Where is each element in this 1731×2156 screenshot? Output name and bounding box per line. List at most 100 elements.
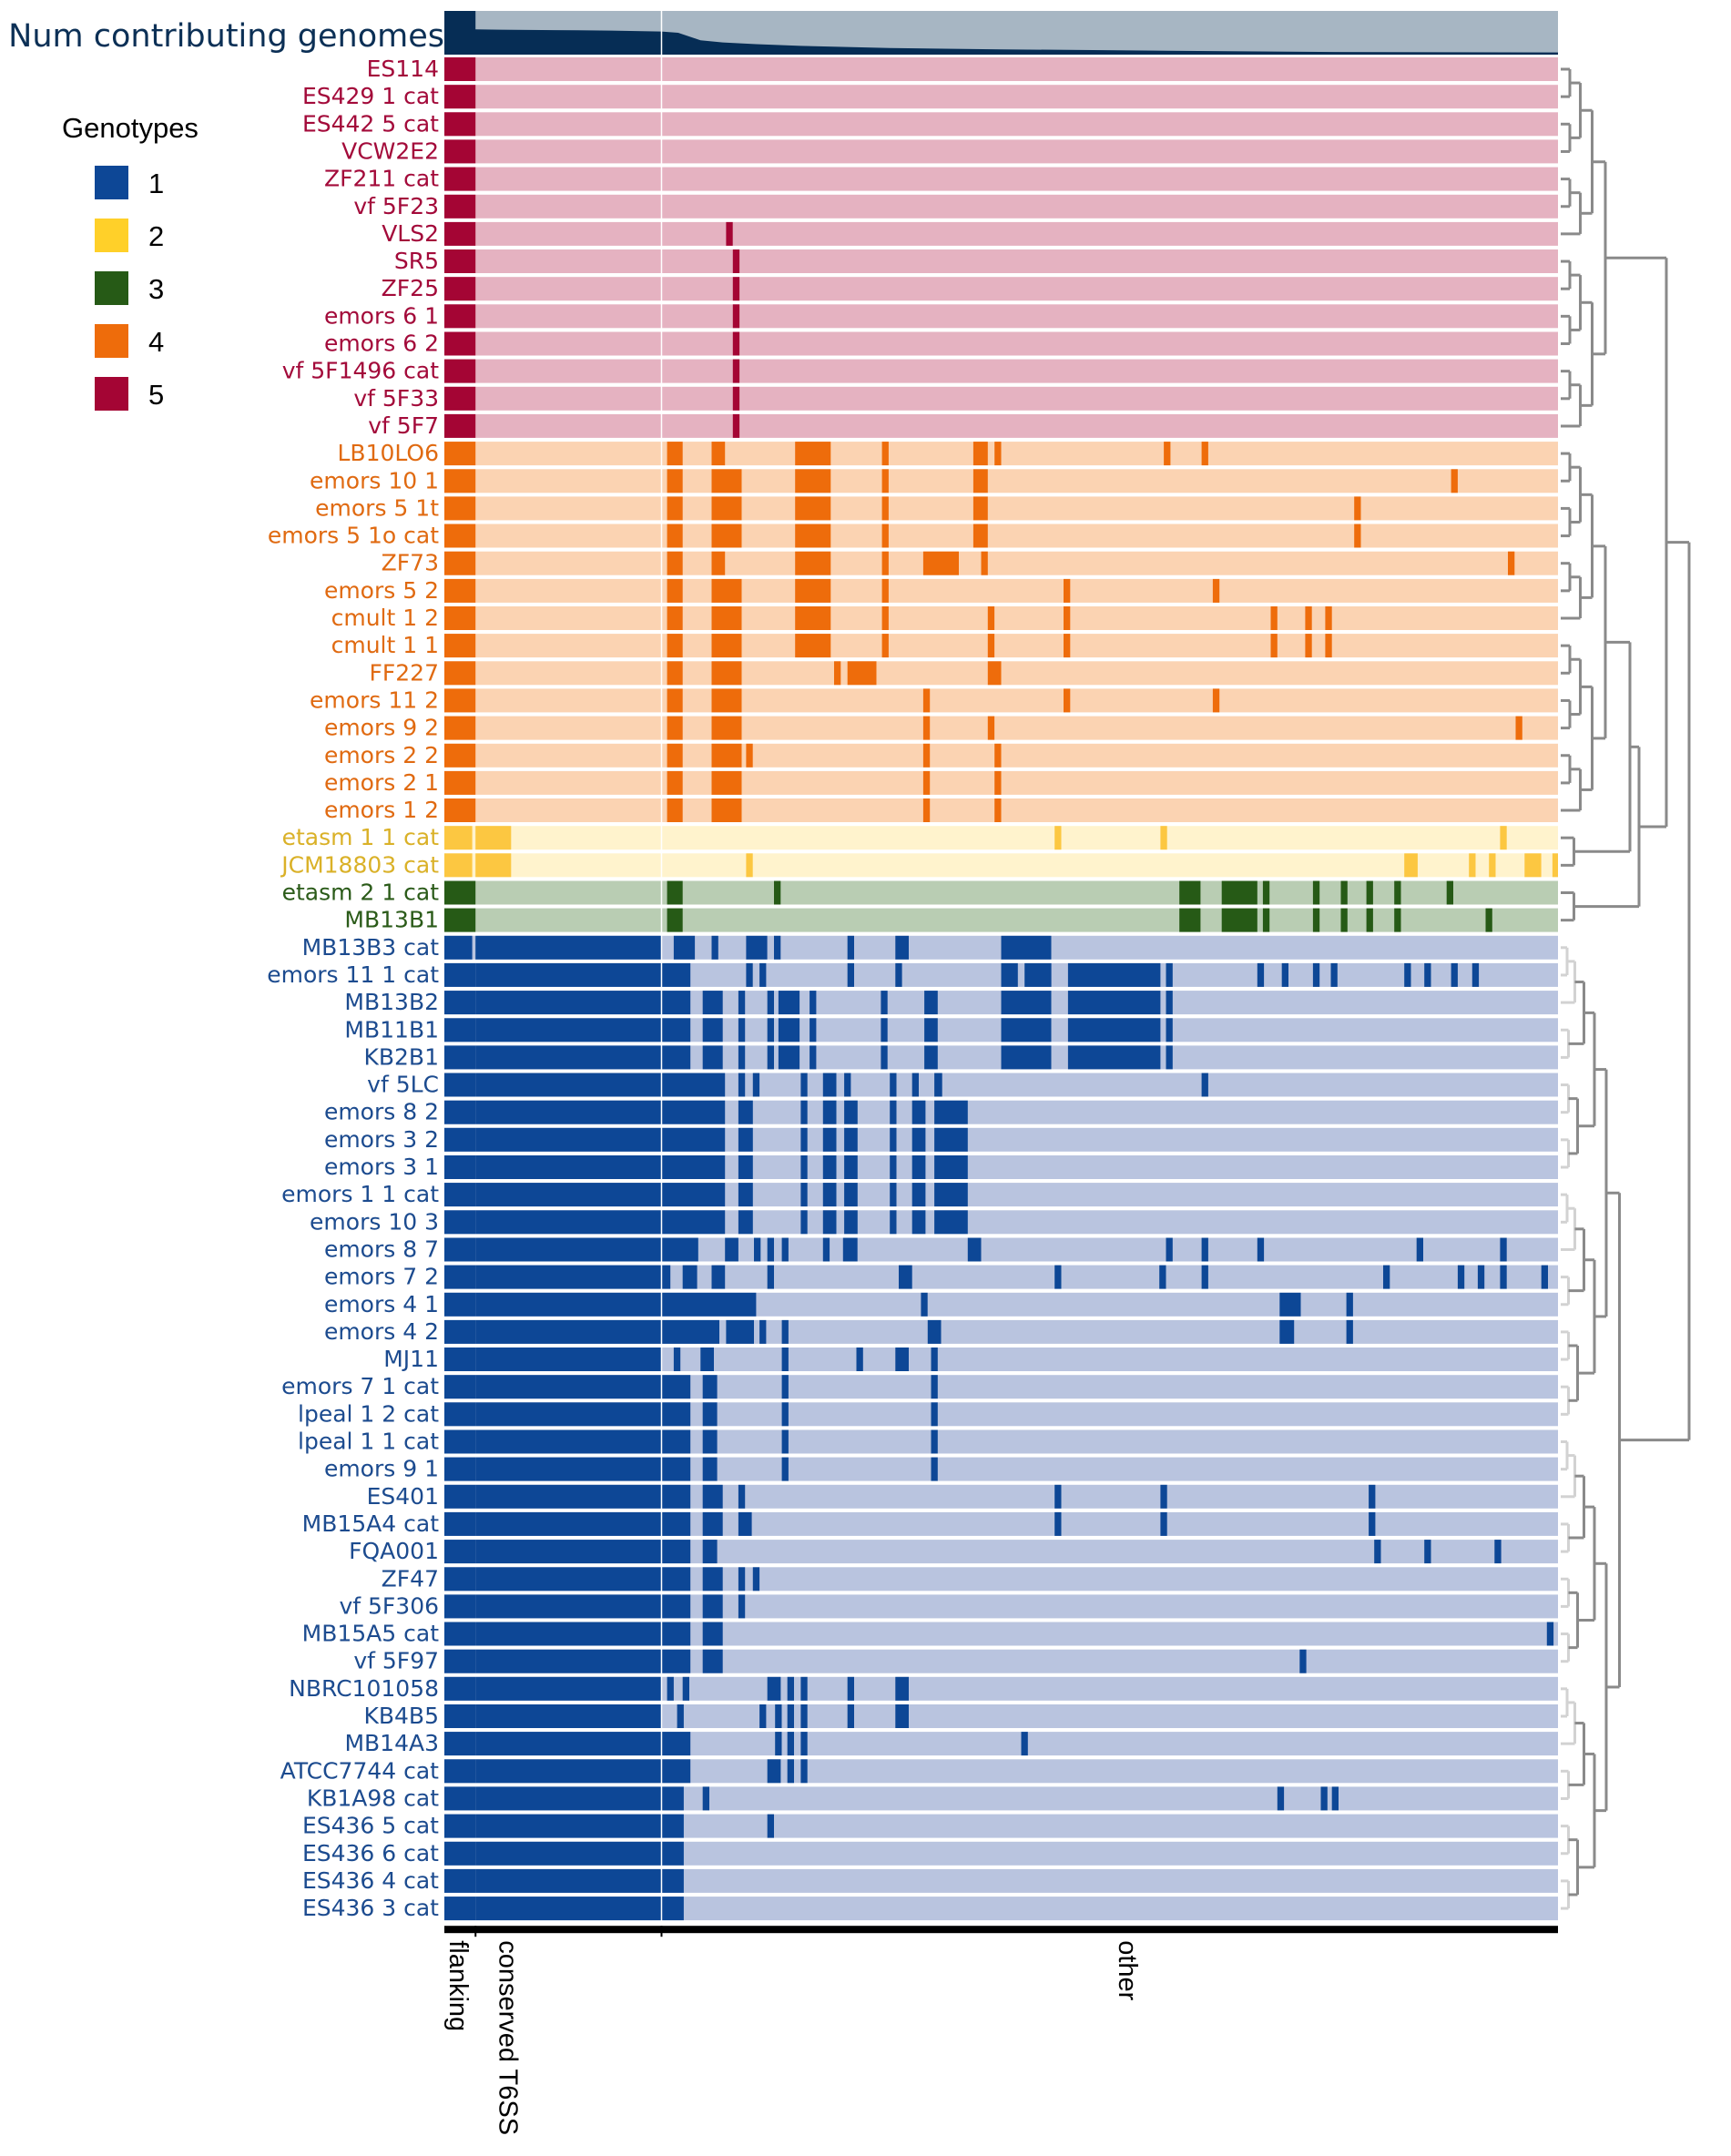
presence-cell [1257,962,1265,987]
presence-cell [475,1622,691,1646]
presence-cell [667,908,683,932]
presence-cell [702,1540,718,1564]
genome-label: KB1A98 cat [307,1785,439,1811]
presence-cell [1312,908,1320,932]
presence-cell [738,1045,746,1070]
presence-cell [667,661,683,686]
presence-cell [987,634,995,658]
presence-cell [673,935,696,960]
genome-label: cmult 1 2 [331,605,439,631]
presence-cell [475,1375,691,1399]
presence-cell [475,1814,684,1838]
presence-cell [702,1375,718,1399]
row-background [444,826,1558,850]
presence-cell [1179,908,1201,932]
row-background [444,386,1558,411]
genome-row: emors 8 7 [324,1236,1558,1263]
presence-cell [444,1732,476,1756]
genome-row: JCM18803 cat [280,851,1558,878]
presence-cell [752,1073,760,1097]
presence-cell [787,1732,794,1756]
presence-cell [844,1183,858,1207]
presence-cell [934,1183,968,1207]
profile-area [444,11,1558,55]
presence-cell [711,551,726,575]
presence-cell [1541,1265,1548,1289]
presence-cell [895,1348,909,1371]
presence-cell [444,1841,476,1866]
genome-label: ZF47 [382,1565,439,1592]
presence-cell [994,798,1002,822]
presence-cell [987,606,995,630]
presence-cell [444,442,476,466]
presence-cell [890,1073,897,1097]
genome-label: vf 5F1496 cat [282,358,439,384]
presence-cell [702,1594,723,1619]
presence-cell [778,1045,800,1070]
presence-cell [1001,1018,1052,1042]
presence-cell [475,1292,757,1317]
presence-cell [732,331,740,356]
presence-cell [746,962,753,987]
presence-cell [732,277,740,301]
presence-cell [444,194,476,219]
genome-row: ES114 [367,56,1558,82]
presence-cell [1166,1045,1173,1070]
presence-cell [787,1704,794,1728]
row-background [444,880,1558,905]
genome-label: KB4B5 [363,1703,439,1729]
presence-cell [475,1676,662,1701]
presence-cell [702,1622,723,1646]
genome-label: emors 2 1 [324,769,439,796]
presence-cell [738,1073,746,1097]
presence-cell [1485,908,1492,932]
presence-cell [1416,1237,1423,1262]
presence-cell [1354,524,1361,548]
genome-row: emors 11 2 [310,686,1558,713]
genome-label: emors 5 2 [324,577,439,604]
presence-cell [1067,962,1161,987]
presence-cell [822,1183,837,1207]
presence-cell [444,139,476,164]
presence-cell [1366,908,1373,932]
presence-cell [444,277,476,301]
presence-cell [475,991,691,1015]
presence-cell [1067,1018,1161,1042]
presence-cell [444,1704,476,1728]
legend-title: Genotypes [62,112,199,144]
presence-cell [895,935,909,960]
presence-cell [444,1897,476,1921]
presence-cell [711,442,726,466]
presence-cell [1064,688,1071,713]
presence-cell [1471,962,1480,987]
genome-row: MB15A5 cat [302,1621,1558,1647]
presence-cell [667,880,683,905]
genome-row: ES442 5 cat [302,110,1558,137]
presence-cell [1508,551,1515,575]
genome-row: vf 5F23 [353,193,1558,219]
genome-label: ZF211 cat [324,166,439,192]
presence-cell [781,1348,789,1371]
presence-cell [444,57,476,81]
presence-cell [809,991,817,1015]
legend-label-5: 5 [148,379,164,411]
presence-cell [444,1402,476,1427]
presence-cell [738,1127,753,1152]
presence-cell [911,1073,919,1097]
presence-cell [759,1704,767,1728]
presence-cell [800,1732,808,1756]
genome-row: LB10LO6 [337,440,1558,466]
presence-cell [444,1210,476,1235]
genome-row: ATCC7744 cat [280,1757,1558,1784]
presence-cell [911,1127,926,1152]
genome-row: vf 5LC [367,1072,1558,1098]
genome-label: emors 9 2 [324,715,439,741]
genome-row: MB14A3 [344,1730,1558,1756]
presence-cell [667,634,683,658]
presence-cell [725,1237,738,1262]
presence-cell [444,524,476,548]
presence-cell [1166,1237,1173,1262]
row-background [444,853,1558,878]
genome-row: cmult 1 2 [331,605,1558,631]
presence-cell [732,386,740,411]
